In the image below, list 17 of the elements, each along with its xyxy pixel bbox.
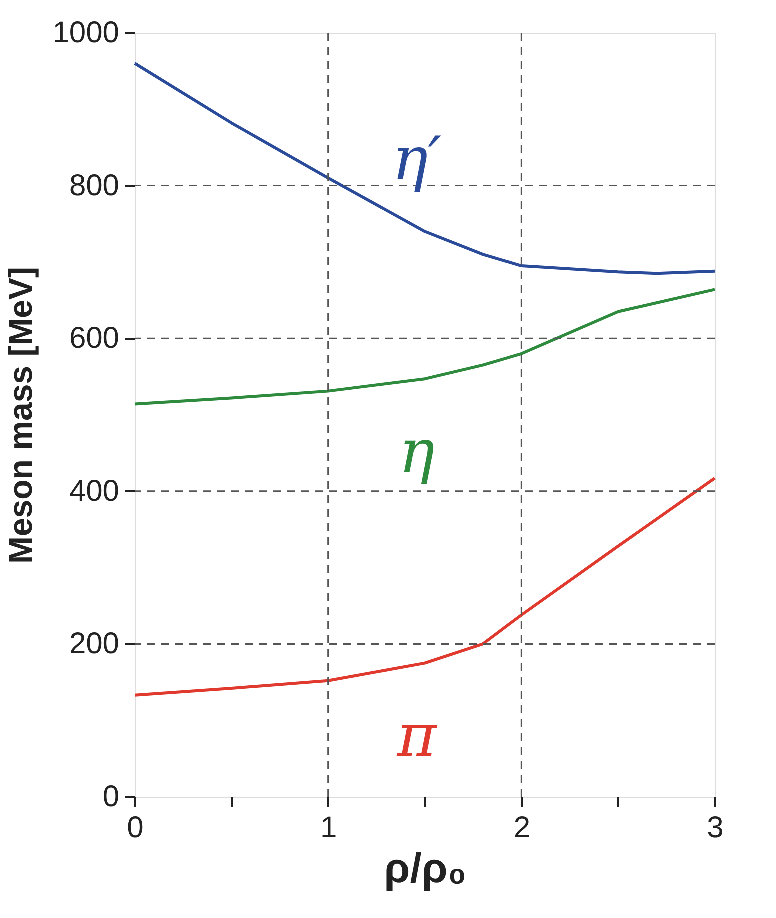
y-tick-label: 0 [102,780,120,814]
line-series [134,288,716,406]
series-label: η′ [392,124,442,195]
y-axis-title: Meson mass [MeV] [2,266,39,564]
x-tick-label: 2 [514,812,531,844]
y-tick-label: 600 [69,322,120,356]
y-tick-label: 400 [69,474,120,508]
x-tick-label: 0 [127,812,144,844]
x-axis-title: ρ/ρ₀ [384,844,467,892]
series-label: η [399,417,436,488]
y-tick-label: 1000 [52,16,120,50]
series-label: π [396,701,438,772]
y-tick-label: 800 [69,169,120,202]
x-tick-label: 1 [320,812,338,844]
y-tick-label: 200 [69,628,120,661]
x-tick-label: 3 [707,812,724,844]
line-series [134,62,716,276]
